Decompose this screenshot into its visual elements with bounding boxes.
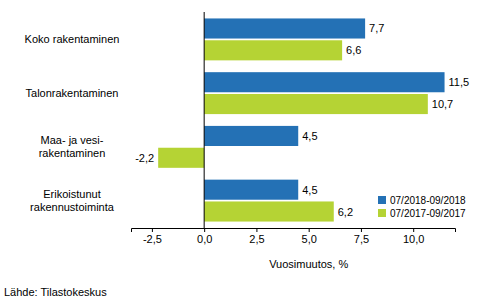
zero-line	[204, 12, 205, 228]
bar	[204, 72, 444, 92]
bar	[204, 18, 365, 38]
bar	[204, 94, 428, 114]
tick-label: 10,0	[403, 233, 424, 245]
category-label: Maa- ja vesi-rakentaminen	[39, 134, 106, 159]
plot: -2,5 0,0 2,5 5,0 7,5 10,0 7,7 11,5 4,5 4,5 6,6 10,7…	[132, 12, 470, 245]
bar	[204, 126, 298, 146]
tick: 5,0	[302, 228, 317, 245]
data-label: -2,2	[135, 152, 154, 164]
tick-label: 5,0	[302, 233, 317, 245]
tick-mark	[152, 228, 153, 232]
tick-label: 7,5	[354, 233, 369, 245]
x-axis: -2,5 0,0 2,5 5,0 7,5 10,0	[132, 228, 456, 245]
bar	[204, 40, 342, 60]
tick: -2,5	[143, 228, 162, 245]
category-label: Talonrakentaminen	[26, 87, 119, 99]
tick-label: 0,0	[197, 233, 212, 245]
tick-mark	[309, 228, 310, 232]
tick-label: -2,5	[143, 233, 162, 245]
data-label: 10,7	[432, 98, 453, 110]
category-label: Erikoistunutrakennustoiminta	[30, 188, 115, 213]
legend-swatch	[378, 209, 386, 217]
category-labels: Koko rakentaminen Talonrakentaminen Maa- j…	[25, 33, 120, 213]
data-label: 7,7	[369, 22, 384, 34]
data-label: 4,5	[302, 184, 317, 196]
tick-mark	[204, 228, 205, 232]
tick: 2,5	[249, 228, 264, 245]
tick: 7,5	[354, 228, 369, 245]
tick-mark	[361, 228, 362, 232]
tick-label: 2,5	[249, 233, 264, 245]
axis-line	[132, 229, 456, 233]
legend-label: 07/2018-09/2018	[390, 195, 466, 206]
data-label: 6,6	[346, 44, 361, 56]
data-label: 4,5	[302, 130, 317, 142]
tick: 0,0	[197, 228, 212, 245]
chart: -2,5 0,0 2,5 5,0 7,5 10,0 7,7 11,5 4,5 4,5 6,6 10,7…	[0, 0, 493, 304]
data-label: 11,5	[449, 76, 470, 88]
legend-swatch	[378, 196, 386, 204]
bars	[158, 18, 444, 221]
legend-label: 07/2017-09/2017	[390, 208, 466, 219]
tick: 10,0	[403, 228, 424, 245]
legend: 07/2018-09/2018 07/2017-09/2017	[378, 195, 466, 219]
axis-title: Vuosimuutos, %	[269, 258, 348, 270]
tick-mark	[413, 228, 414, 232]
category-label: Koko rakentaminen	[25, 33, 120, 45]
bar	[204, 180, 298, 200]
bar	[204, 201, 334, 221]
bar	[158, 148, 204, 168]
data-labels: 7,7 11,5 4,5 4,5 6,6 10,7 -2,2 6,2	[135, 22, 469, 217]
data-label: 6,2	[338, 206, 353, 218]
source: Lähde: Tilastokeskus	[4, 286, 107, 298]
tick-mark	[256, 228, 257, 232]
